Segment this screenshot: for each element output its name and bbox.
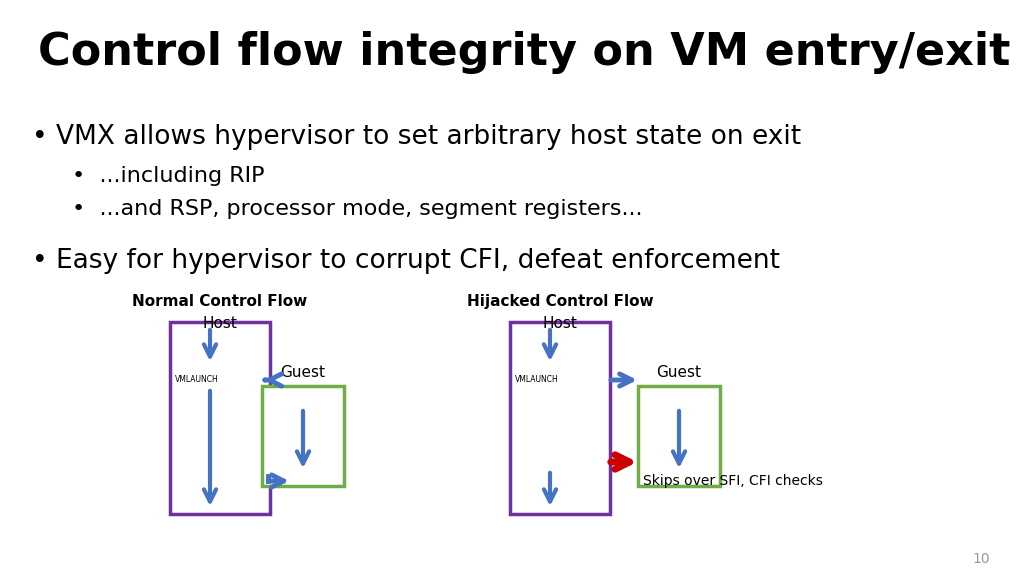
Text: 10: 10 — [973, 552, 990, 566]
Text: Skips over SFI, CFI checks: Skips over SFI, CFI checks — [643, 474, 823, 488]
Text: •  ...including RIP: • ...including RIP — [72, 166, 264, 186]
Text: • Easy for hypervisor to corrupt CFI, defeat enforcement: • Easy for hypervisor to corrupt CFI, de… — [32, 248, 780, 274]
Text: • VMX allows hypervisor to set arbitrary host state on exit: • VMX allows hypervisor to set arbitrary… — [32, 124, 801, 150]
Bar — [510, 322, 610, 514]
Text: Host: Host — [543, 316, 578, 331]
Bar — [638, 386, 720, 486]
Text: Guest: Guest — [656, 365, 701, 380]
Bar — [170, 322, 270, 514]
Bar — [262, 386, 344, 486]
Text: Host: Host — [203, 316, 238, 331]
Text: Hijacked Control Flow: Hijacked Control Flow — [467, 294, 653, 309]
Text: Control flow integrity on VM entry/exit: Control flow integrity on VM entry/exit — [38, 31, 1011, 74]
Text: VMLAUNCH: VMLAUNCH — [515, 376, 559, 385]
Text: •  ...and RSP, processor mode, segment registers...: • ...and RSP, processor mode, segment re… — [72, 199, 642, 219]
Text: VMLAUNCH: VMLAUNCH — [175, 376, 219, 385]
Text: Normal Control Flow: Normal Control Flow — [132, 294, 307, 309]
Text: Guest: Guest — [281, 365, 326, 380]
